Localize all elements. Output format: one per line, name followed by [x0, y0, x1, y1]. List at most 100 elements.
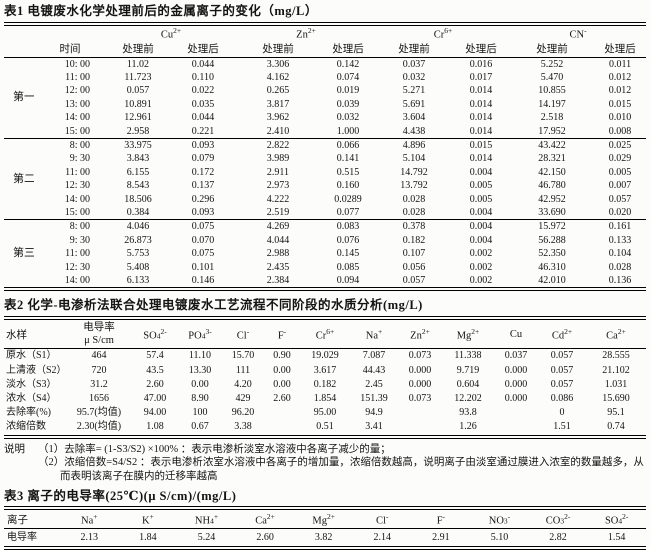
data-cell: 0.028	[402, 193, 426, 205]
data-cell: 0.010	[608, 112, 632, 124]
data-cell: 5.691	[402, 98, 426, 110]
data-cell: 0.004	[469, 166, 493, 178]
data-cell: 43.422	[538, 139, 566, 151]
data-cell: 0.107	[402, 248, 426, 260]
data-cell: 8.90	[191, 393, 209, 405]
ion-header-cu: Cu	[509, 328, 523, 340]
data-cell: 96.20	[231, 407, 255, 419]
data-cell: 0.172	[191, 166, 215, 178]
table3-header-row: 离子 Na+ K+ NH4+ Ca2+ Mg2+ Cl- F- NO3- CO3…	[4, 508, 646, 529]
ion-header-cu: Cu2+	[160, 26, 182, 41]
data-cell	[264, 420, 300, 436]
table1-metal-ion-changes: Cu2+ Zn2+ Cr6+ CN- 时间 处理前 处理后 处理前 处理后 处理…	[4, 22, 647, 292]
ion-header-nh4: NH4+	[194, 511, 219, 527]
data-cell: 3.989	[266, 153, 290, 165]
data-cell: 0.005	[469, 193, 493, 205]
data-cell: 2.13	[80, 532, 99, 544]
time-cell: 9: 30	[69, 234, 90, 246]
data-cell: 0.025	[608, 139, 632, 151]
time-cell: 12: 30	[64, 261, 90, 273]
table-row: 第一次 10: 00 11.02 0.044 3.306 0.142 0.037…	[4, 57, 646, 104]
data-cell: 2.60	[273, 393, 291, 405]
data-cell: 0.000	[504, 378, 528, 390]
data-cell	[494, 420, 538, 436]
data-cell: 1.08	[146, 421, 164, 433]
data-cell: 0.384	[126, 206, 150, 218]
data-cell: 720	[91, 364, 107, 376]
ion-header-na: Na+	[81, 511, 98, 527]
data-cell: 0.057	[402, 275, 426, 286]
ion-header-ca: Ca2+	[606, 327, 626, 342]
data-cell: 0.029	[608, 153, 632, 165]
table-row: 第二次 8: 00 33.975 0.093 2.822 0.066 4.896…	[4, 138, 646, 185]
table2-title: 表2 化学-电渗析法联合处理电镀废水工艺流程不同阶段的水质分析(mg/L)	[4, 298, 423, 313]
data-cell: 13.30	[188, 364, 212, 376]
data-cell: 0.004	[469, 206, 493, 218]
data-cell: 2.30(均值)	[76, 421, 122, 433]
data-cell: 3.82	[314, 532, 333, 544]
data-cell: 0.002	[469, 261, 493, 273]
data-cell: 5.753	[126, 248, 150, 260]
data-cell: 0.141	[336, 153, 360, 165]
data-cell: 94.00	[143, 407, 167, 419]
table-row: 12: 30 8.543 0.137 2.973 0.160 13.792 0.…	[4, 179, 646, 192]
data-cell: 0.083	[336, 221, 360, 233]
time-cell: 15: 00	[64, 125, 90, 137]
table2-section: 表2 化学-电渗析法联合处理电镀废水工艺流程不同阶段的水质分析(mg/L) 水样…	[4, 298, 646, 439]
data-cell: 28.555	[602, 350, 630, 362]
data-cell: 0.002	[469, 248, 493, 260]
table-row: 去除率(%) 95.7(均值) 94.00 100 96.20 95.00 94…	[4, 406, 646, 420]
data-cell: 0.378	[402, 221, 426, 233]
data-cell: 0.044	[191, 58, 215, 70]
table-row: 9: 30 26.873 0.070 4.044 0.076 0.182 0.0…	[4, 234, 646, 247]
data-cell: 0.00	[273, 378, 291, 390]
note-line-3: 而表明该离子在膜内的迁移率越高	[60, 471, 218, 483]
time-cell: 14: 00	[64, 112, 90, 124]
data-cell: 43.5	[146, 364, 164, 376]
data-cell: 19.029	[311, 350, 339, 362]
data-cell: 1.84	[139, 532, 157, 544]
data-cell: 14.792	[400, 166, 428, 178]
data-cell: 0.039	[336, 98, 360, 110]
data-cell: 2.14	[373, 532, 392, 544]
ion-header-no3: NO3-	[488, 511, 511, 527]
table1-header: Cu2+ Zn2+ Cr6+ CN- 时间 处理前 处理后 处理前 处理后 处理…	[4, 24, 647, 57]
data-cell: 0.007	[608, 180, 632, 192]
pre-treatment-header: 处理前	[536, 44, 568, 55]
data-cell: 0.012	[608, 71, 632, 83]
data-cell: 21.102	[602, 364, 630, 376]
data-cell: 0.057	[550, 364, 574, 376]
data-cell: 100	[192, 407, 208, 419]
data-cell: 5.10	[490, 532, 509, 544]
ion-header-f: F-	[436, 511, 446, 527]
data-cell: 3.604	[402, 112, 426, 124]
data-cell: 4.269	[266, 221, 290, 233]
time-cell: 9: 30	[69, 153, 90, 165]
data-cell: 4.222	[266, 193, 290, 205]
data-cell: 1.51	[553, 421, 571, 433]
data-cell: 47.00	[143, 393, 167, 405]
data-cell: 11.02	[126, 58, 150, 70]
table3-header: 离子 Na+ K+ NH4+ Ca2+ Mg2+ Cl- F- NO3- CO3…	[4, 508, 646, 529]
group-label-cell: 第一次	[4, 57, 34, 138]
ion-header-na: Na+	[365, 327, 383, 342]
group-label: 第三次	[13, 247, 34, 260]
data-cell: 0.032	[336, 112, 360, 124]
pre-treatment-header: 处理前	[122, 44, 154, 55]
data-cell: 3.817	[266, 98, 290, 110]
data-cell: 0	[559, 407, 565, 419]
data-cell: 52.350	[538, 248, 566, 260]
data-cell: 0.019	[336, 85, 360, 97]
data-cell: 12.961	[124, 112, 152, 124]
data-cell: 28.321	[538, 153, 566, 165]
data-cell: 0.070	[191, 234, 215, 246]
data-cell: 0.146	[191, 275, 215, 286]
table-row: 14: 00 12.961 0.044 3.962 0.032 3.604 0.…	[4, 111, 646, 124]
data-cell: 0.075	[191, 221, 215, 233]
data-cell: 5.408	[126, 261, 150, 273]
data-cell: 0.160	[336, 180, 360, 192]
data-cell: 0.221	[191, 125, 215, 137]
data-cell: 0.020	[608, 206, 632, 218]
data-cell: 56.288	[538, 234, 566, 246]
data-cell: 0.014	[469, 125, 493, 137]
